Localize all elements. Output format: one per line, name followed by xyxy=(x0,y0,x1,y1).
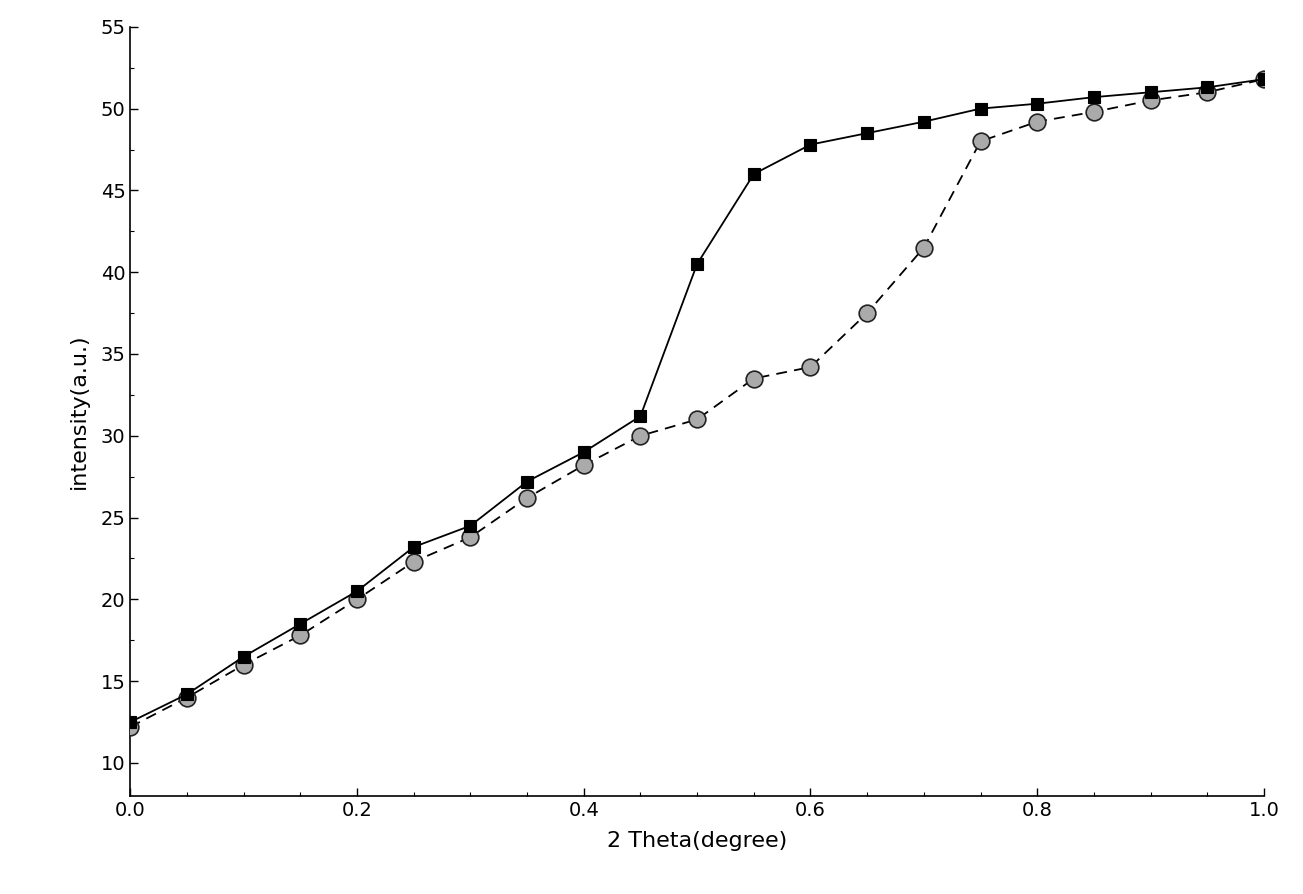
Y-axis label: intensity(a.u.): intensity(a.u.) xyxy=(69,333,90,489)
X-axis label: 2 Theta(degree): 2 Theta(degree) xyxy=(607,831,787,850)
